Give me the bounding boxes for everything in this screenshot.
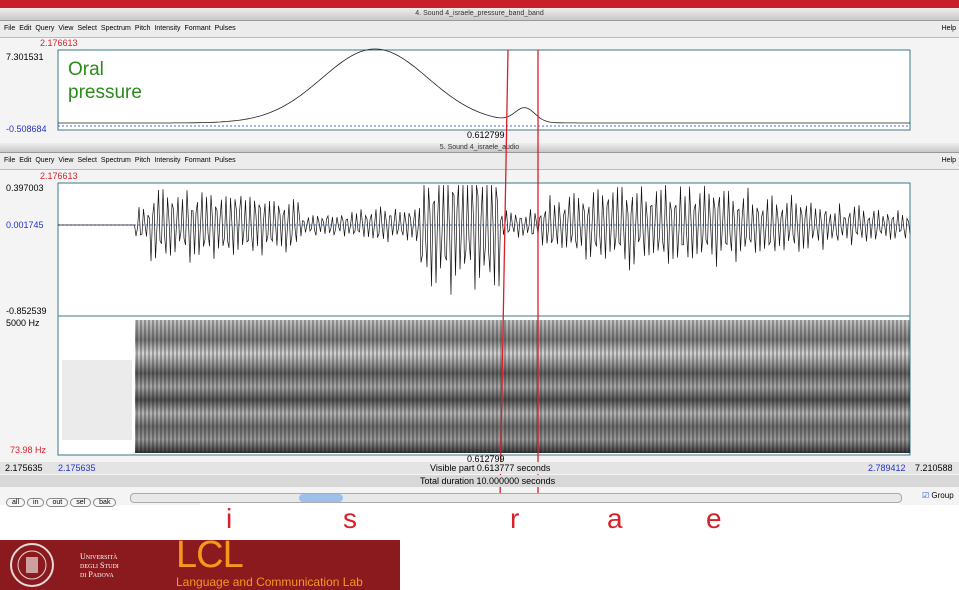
cursor-label: 0.612799 [467, 130, 505, 140]
left-time: 2.175635 [58, 463, 96, 473]
pressure-plot [58, 50, 910, 130]
freq-min: 73.98 Hz [10, 445, 46, 455]
checkbox[interactable]: ☑ [922, 491, 929, 500]
button[interactable]: out [46, 498, 68, 507]
lab-name: Language and Communication Lab [176, 575, 363, 589]
scrollbar[interactable] [130, 493, 902, 503]
button[interactable]: bak [93, 498, 116, 507]
total-duration: Total duration 10.000000 seconds [420, 476, 555, 486]
group-label: Group [931, 491, 953, 500]
right-time: 7.210588 [915, 463, 953, 473]
axis-max: 0.397003 [6, 183, 44, 193]
button[interactable]: all [6, 498, 25, 507]
text: degli Studi [80, 561, 119, 570]
button[interactable]: in [27, 498, 44, 507]
university-seal [6, 542, 66, 588]
segment-label: i [226, 503, 232, 535]
page: 4. Sound 4_israele_pressure_band_band Fi… [0, 0, 959, 590]
segment-label: a [607, 503, 623, 535]
text: Università [80, 552, 119, 561]
spectrogram-texture [135, 320, 910, 453]
segment-label: e [706, 503, 722, 535]
freq-max: 5000 Hz [6, 318, 40, 328]
text: di Padova [80, 570, 119, 579]
segment-label: r [510, 503, 519, 535]
label-line: Oral [68, 58, 142, 81]
segment-label: s [343, 503, 357, 535]
left-time: 2.175635 [5, 463, 43, 473]
group-toggle[interactable]: ☑ Group [922, 491, 954, 500]
button[interactable]: sel [70, 498, 91, 507]
axis-min: -0.508684 [6, 124, 47, 134]
cursor-label: 2.176613 [40, 38, 78, 48]
visible-part: Visible part 0.613777 seconds [430, 463, 550, 473]
segment-strip [200, 503, 900, 539]
plots [0, 0, 959, 505]
cursor-label: 2.176613 [40, 171, 78, 181]
label-line: pressure [68, 81, 142, 104]
axis-max: 7.301531 [6, 52, 44, 62]
lab-logo: LCL [176, 534, 243, 577]
scroll-thumb[interactable] [299, 494, 343, 502]
axis-min: -0.852539 [6, 306, 47, 316]
right-time: 2.789412 [868, 463, 906, 473]
spectrogram-noise [62, 360, 132, 440]
axis-mid: 0.001745 [6, 220, 44, 230]
